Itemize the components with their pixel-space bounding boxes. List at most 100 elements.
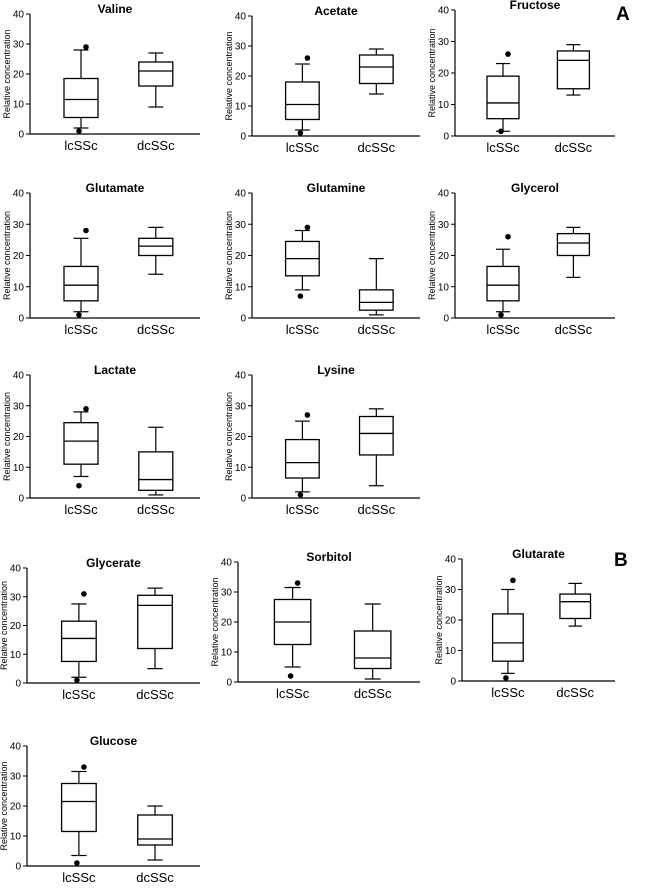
box-lcssc: lcSSc (284, 224, 320, 337)
box-dcssc: dcSSc (358, 408, 396, 517)
box-lcssc: lcSSc (63, 227, 99, 337)
iqr-box (284, 81, 320, 121)
y-tick-label: 10 (438, 282, 450, 293)
outlier-point (76, 312, 82, 318)
y-tick-label: 10 (13, 100, 25, 111)
y-tick-label: 0 (240, 314, 246, 325)
iqr-box (60, 782, 97, 833)
y-tick-label: 0 (443, 132, 449, 143)
y-tick-label: 30 (235, 401, 247, 412)
chart-title: Glucose (90, 734, 138, 748)
panel-label-a: A (616, 4, 630, 25)
outlier-point (83, 44, 89, 50)
outlier-point (287, 673, 294, 679)
box-dcssc: dcSSc (137, 52, 175, 153)
box-dcssc: dcSSc (555, 226, 593, 337)
x-category-label: dcSSc (137, 322, 175, 337)
y-tick-label: 30 (221, 588, 233, 599)
box-plot-fructose: Fructose 0 10 20 30 40 Relative concentration l… (427, 0, 615, 155)
y-axis-label: Relative concentration (224, 31, 234, 120)
box-lcssc: lcSSc (284, 55, 320, 155)
iqr-box (358, 54, 394, 85)
y-axis-label: Relative concentration (224, 392, 234, 481)
y-tick-label: 10 (13, 282, 25, 293)
chart-title: Sorbitol (306, 550, 351, 564)
box-dcssc: dcSSc (136, 587, 174, 702)
x-category-label: lcSSc (486, 322, 520, 337)
y-tick-label: 20 (438, 69, 450, 80)
iqr-box (559, 593, 592, 620)
outlier-point (74, 677, 80, 683)
outlier-point (498, 312, 504, 318)
y-tick-label: 30 (10, 772, 22, 783)
y-tick-label: 20 (235, 72, 247, 83)
outlier-point (510, 577, 516, 584)
box-lcssc: lcSSc (486, 51, 520, 155)
y-tick-label: 40 (13, 10, 25, 21)
y-tick-label: 30 (10, 592, 22, 603)
x-category-label: lcSSc (64, 502, 98, 517)
box-plot-glutamate: Glutamate 0 10 20 30 40 Relative concentration… (2, 181, 200, 337)
outlier-point (304, 224, 311, 231)
x-category-label: lcSSc (64, 138, 98, 153)
x-category-label: dcSSc (358, 322, 396, 337)
chart-title: Fructose (510, 0, 561, 12)
x-category-label: lcSSc (491, 685, 525, 700)
x-category-label: dcSSc (136, 687, 174, 702)
chart-title: Valine (98, 2, 133, 16)
x-category-label: dcSSc (555, 322, 593, 337)
y-tick-label: 40 (235, 12, 247, 23)
y-tick-label: 20 (10, 802, 22, 813)
box-lcssc: lcSSc (63, 44, 99, 153)
y-tick-label: 0 (18, 314, 24, 325)
x-category-label: lcSSc (276, 686, 310, 701)
iqr-box (486, 75, 520, 120)
x-category-label: lcSSc (62, 870, 96, 885)
y-tick-label: 0 (450, 677, 456, 688)
iqr-box (138, 451, 174, 491)
y-tick-label: 20 (235, 432, 247, 443)
iqr-box (486, 265, 520, 302)
y-tick-label: 0 (15, 862, 21, 873)
y-axis-label: Relative concentration (427, 211, 437, 300)
x-category-label: lcSSc (486, 140, 520, 155)
iqr-box (491, 613, 524, 662)
chart-title: Glycerol (511, 181, 559, 195)
y-tick-label: 30 (13, 401, 25, 412)
iqr-box (358, 289, 394, 311)
y-tick-label: 10 (10, 832, 22, 843)
box-lcssc: lcSSc (284, 412, 320, 517)
outlier-point (304, 55, 311, 61)
x-category-label: dcSSc (137, 502, 175, 517)
y-axis-label: Relative concentration (0, 761, 9, 850)
y-tick-label: 30 (438, 37, 450, 48)
x-category-label: lcSSc (64, 322, 98, 337)
y-tick-label: 10 (235, 463, 247, 474)
box-dcssc: dcSSc (358, 258, 396, 337)
outlier-point (74, 860, 80, 866)
iqr-box (556, 232, 591, 257)
y-tick-label: 0 (240, 132, 246, 143)
y-tick-label: 10 (13, 463, 25, 474)
y-axis-label: Relative concentration (224, 211, 234, 300)
outlier-point (294, 580, 301, 586)
iqr-box (138, 61, 174, 87)
box-lcssc: lcSSc (486, 233, 520, 337)
iqr-box (63, 265, 99, 302)
box-lcssc: lcSSc (491, 577, 525, 700)
y-tick-label: 30 (445, 585, 457, 596)
y-axis-label: Relative concentration (0, 581, 9, 670)
box-dcssc: dcSSc (137, 426, 175, 517)
box-dcssc: dcSSc (556, 582, 595, 700)
y-tick-label: 30 (235, 220, 247, 231)
x-category-label: lcSSc (62, 687, 96, 702)
y-tick-label: 20 (13, 70, 25, 81)
y-tick-label: 10 (235, 282, 247, 293)
y-tick-label: 10 (445, 646, 457, 657)
y-tick-label: 30 (235, 42, 247, 53)
outlier-point (297, 492, 304, 498)
chart-title: Acetate (314, 4, 358, 18)
y-tick-label: 20 (445, 616, 457, 627)
panel-label-b: B (614, 550, 628, 571)
